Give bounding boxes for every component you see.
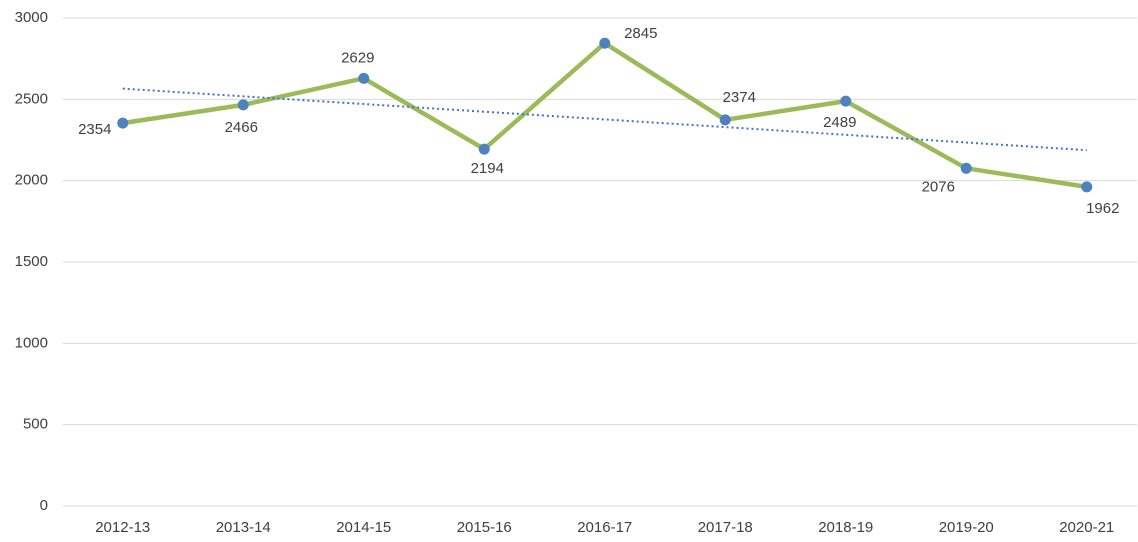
data-label: 2076	[922, 178, 955, 195]
x-tick-label: 2015-16	[457, 519, 512, 536]
x-tick-label: 2020-21	[1059, 519, 1114, 536]
data-point	[719, 114, 731, 126]
data-label: 1962	[1086, 200, 1119, 217]
x-tick-label: 2016-17	[577, 519, 632, 536]
x-tick-label: 2014-15	[336, 519, 391, 536]
data-point	[960, 162, 972, 174]
data-label: 2845	[624, 25, 657, 42]
data-label: 2629	[341, 49, 374, 66]
y-tick-label: 3000	[15, 9, 48, 26]
data-point	[840, 95, 852, 107]
data-point	[478, 143, 490, 155]
x-tick-label: 2019-20	[939, 519, 994, 536]
data-point	[117, 117, 129, 129]
x-tick-label: 2018-19	[818, 519, 873, 536]
y-tick-label: 2500	[15, 90, 48, 107]
data-point	[237, 99, 249, 111]
trendline	[122, 87, 1087, 152]
y-tick-label: 500	[23, 416, 48, 433]
x-tick-label: 2012-13	[95, 519, 150, 536]
x-tick-label: 2017-18	[698, 519, 753, 536]
data-label: 2374	[723, 89, 756, 106]
series-line	[122, 40, 1088, 190]
data-point	[599, 37, 611, 49]
y-tick-label: 1500	[15, 253, 48, 270]
data-label: 2354	[78, 121, 111, 138]
y-tick-label: 0	[40, 497, 48, 514]
data-point	[358, 72, 370, 84]
data-label: 2194	[471, 160, 504, 177]
y-tick-label: 1000	[15, 334, 48, 351]
data-label: 2466	[225, 119, 258, 136]
data-point	[1081, 181, 1093, 193]
x-tick-label: 2013-14	[216, 519, 271, 536]
data-label: 2489	[823, 114, 856, 131]
y-tick-label: 2000	[15, 172, 48, 189]
